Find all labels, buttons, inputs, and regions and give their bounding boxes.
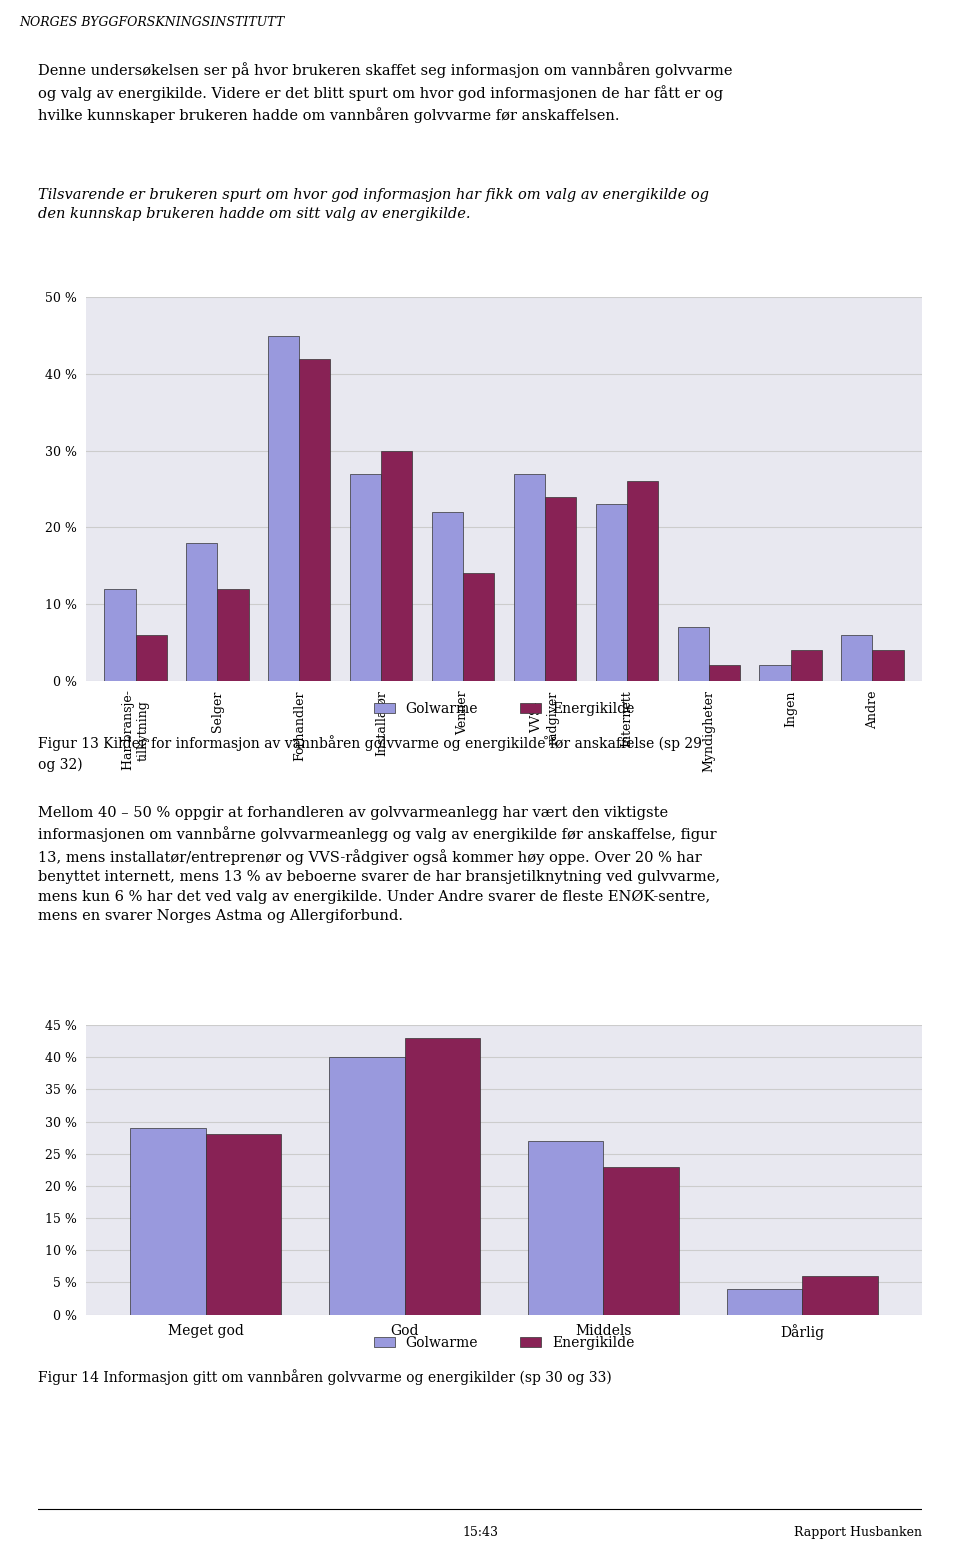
- Bar: [627, 482, 658, 681]
- Bar: [381, 451, 412, 681]
- Bar: [432, 512, 463, 681]
- Bar: [596, 504, 627, 681]
- Legend: Golwarme, Energikilde: Golwarme, Energikilde: [373, 703, 635, 715]
- Bar: [708, 665, 740, 681]
- Bar: [727, 1290, 803, 1315]
- Bar: [841, 635, 873, 681]
- Text: Denne undersøkelsen ser på hvor brukeren skaffet seg informasjon om vannbåren go: Denne undersøkelsen ser på hvor brukeren…: [38, 63, 732, 124]
- Bar: [604, 1166, 679, 1315]
- Bar: [186, 543, 217, 681]
- Bar: [803, 1275, 877, 1315]
- Bar: [350, 474, 381, 681]
- Text: Mellom 40 – 50 % oppgir at forhandleren av golvvarmeanlegg har vært den viktigst: Mellom 40 – 50 % oppgir at forhandleren …: [38, 806, 721, 923]
- Bar: [759, 665, 791, 681]
- Bar: [791, 649, 822, 681]
- Bar: [329, 1058, 404, 1315]
- Text: Figur 13 Kilder for informasjon av vannbåren golvvarme og energikilde før anskaf: Figur 13 Kilder for informasjon av vannb…: [38, 736, 703, 772]
- Text: Tilsvarende er brukeren spurt om hvor god informasjon har fikk om valg av energi: Tilsvarende er brukeren spurt om hvor go…: [38, 188, 709, 221]
- Bar: [873, 649, 903, 681]
- Bar: [205, 1135, 281, 1315]
- Bar: [105, 588, 135, 681]
- Text: Figur 14 Informasjon gitt om vannbåren golvvarme og energikilder (sp 30 og 33): Figur 14 Informasjon gitt om vannbåren g…: [38, 1369, 612, 1385]
- Bar: [135, 635, 167, 681]
- Bar: [678, 628, 708, 681]
- Text: Rapport Husbanken: Rapport Husbanken: [794, 1526, 922, 1538]
- Bar: [404, 1038, 480, 1315]
- Text: 15:43: 15:43: [462, 1526, 498, 1538]
- Bar: [268, 336, 300, 681]
- Bar: [514, 474, 545, 681]
- Bar: [131, 1128, 205, 1315]
- Bar: [300, 358, 330, 681]
- Text: NORGES BYGGFORSKNINGSINSTITUTT: NORGES BYGGFORSKNINGSINSTITUTT: [19, 16, 284, 28]
- Bar: [463, 573, 494, 681]
- Bar: [528, 1141, 604, 1315]
- Bar: [545, 496, 576, 681]
- Bar: [217, 588, 249, 681]
- Legend: Golwarme, Energikilde: Golwarme, Energikilde: [373, 1337, 635, 1349]
